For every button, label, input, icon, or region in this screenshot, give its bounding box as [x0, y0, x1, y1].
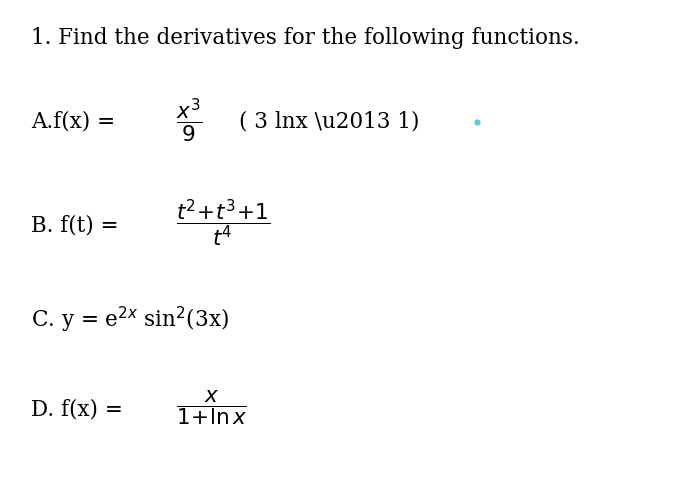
Text: A.f(x) =: A.f(x) = — [31, 111, 122, 132]
Text: $\dfrac{x^3}{9}$: $\dfrac{x^3}{9}$ — [176, 96, 203, 144]
Text: C. y = e$^{2x}$ sin$^2$(3x): C. y = e$^{2x}$ sin$^2$(3x) — [31, 305, 229, 335]
Text: D. f(x) =: D. f(x) = — [31, 398, 130, 420]
Text: $\dfrac{t^2\!+\!t^3\!+\!1}{t^4}$: $\dfrac{t^2\!+\!t^3\!+\!1}{t^4}$ — [176, 197, 271, 249]
Text: B. f(t) =: B. f(t) = — [31, 215, 126, 237]
Text: ( 3 lnx \u2013 1): ( 3 lnx \u2013 1) — [239, 111, 419, 132]
Text: $\dfrac{x}{1\!+\!\ln x}$: $\dfrac{x}{1\!+\!\ln x}$ — [176, 388, 248, 427]
Text: 1. Find the derivatives for the following functions.: 1. Find the derivatives for the followin… — [31, 27, 580, 49]
